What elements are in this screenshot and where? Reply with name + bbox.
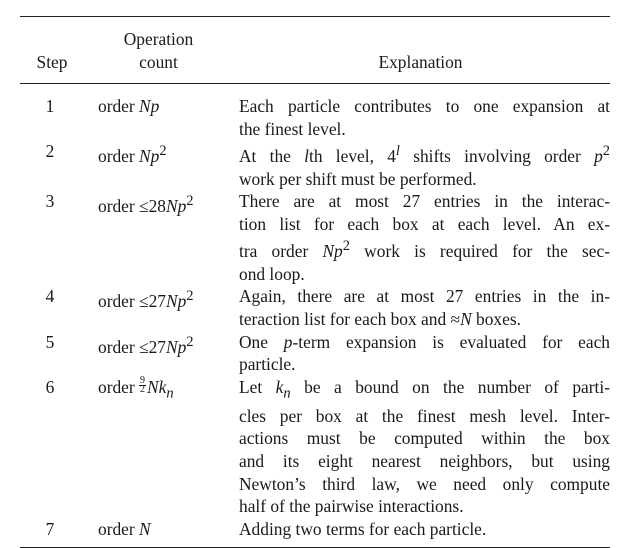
step-number: 6 — [45, 376, 55, 397]
table-row: 1 order Np Each particle contributes to on… — [20, 84, 610, 140]
explanation-line: particle. — [239, 354, 296, 375]
explanation: Adding two terms for each particle. — [225, 518, 610, 548]
explanation-line: Newton’s third law, we need only compute — [239, 473, 610, 494]
explanation-line: half of the pairwise interactions. — [239, 496, 464, 517]
table-rows: 1 order Np Each particle contributes to on… — [20, 84, 610, 547]
explanation-line: At the lth level, 4l shifts involving or… — [239, 143, 611, 166]
explanation: Each particle contributes to one expansi… — [225, 84, 610, 140]
header-operation-line2: count — [139, 52, 178, 72]
header-operation-count: Operation count — [84, 17, 225, 83]
explanation: At the lth level, 4l shifts involving or… — [225, 140, 610, 190]
explanation: One p-term expansion is evaluated for ea… — [225, 331, 610, 376]
header-step: Step — [36, 52, 68, 72]
explanation-line: ond loop. — [239, 263, 305, 284]
table-row: 2 order Np2 At the lth level, 4l shifts in… — [20, 140, 610, 190]
table-row: 4 order ≤27Np2 Again, there are at most 27… — [20, 285, 610, 330]
explanation-line: work per shift must be performed. — [239, 168, 477, 189]
explanation-line: Again, there are at most 27 entries in t… — [239, 286, 610, 307]
explanation-line: tion list for each box at each level. An… — [239, 213, 610, 234]
operation-count: order 9 2 Nkn — [98, 374, 174, 402]
explanation-line: teraction list for each box and ≈N boxes… — [239, 308, 521, 329]
explanation-line: Let kn be a bound on the number of parti… — [239, 376, 610, 402]
operation-count: order ≤27Np2 — [98, 333, 194, 357]
step-number: 3 — [45, 191, 55, 212]
header-explanation: Explanation — [378, 52, 463, 72]
explanation-line: and its eight nearest neighbors, but usi… — [239, 450, 610, 471]
step-number: 7 — [45, 518, 55, 539]
table-body: 1 order Np Each particle contributes to on… — [20, 84, 610, 547]
header-rule — [20, 83, 610, 84]
header-operation-line1: Operation — [123, 29, 194, 49]
explanation-line: One p-term expansion is evaluated for ea… — [239, 331, 611, 352]
operation-count: order N — [98, 518, 151, 539]
operation-count: order Np — [98, 96, 160, 116]
explanation-line: the finest level. — [239, 118, 346, 139]
step-number: 2 — [45, 141, 55, 162]
explanation-line: Each particle contributes to one expansi… — [239, 96, 610, 116]
operation-count: order ≤27Np2 — [98, 288, 194, 312]
operation-count: order Np2 — [98, 143, 167, 166]
table-row: 3 order ≤28Np2 There are at most 27 entrie… — [20, 190, 610, 285]
complexity-table: Step Operation count Explanation 1 order N… — [20, 16, 610, 548]
explanation-line: cles per box at the finest mesh level. I… — [239, 405, 610, 426]
explanation: There are at most 27 entries in the inte… — [225, 190, 610, 285]
operation-count: order ≤28Np2 — [98, 193, 194, 216]
explanation: Let kn be a bound on the number of parti… — [225, 376, 610, 518]
header-row: Step Operation count Explanation — [20, 17, 610, 83]
explanation-line: actions must be computed within the box — [239, 428, 610, 449]
table-row: 7 order N Adding two terms for each partic… — [20, 518, 610, 548]
table-row: 5 order ≤27Np2 One p-term expansion is eva… — [20, 331, 610, 376]
table-row: 6 order 9 2 Nkn Let kn be a bound on the num… — [20, 374, 610, 518]
explanation-line: Adding two terms for each particle. — [239, 518, 487, 539]
top-rule — [20, 16, 610, 17]
step-number: 4 — [45, 286, 55, 307]
table: Step Operation count Explanation — [20, 17, 610, 83]
step-number: 5 — [45, 331, 55, 352]
step-number: 1 — [45, 96, 55, 116]
explanation-line: tra order Np2 work is required for the s… — [239, 238, 610, 262]
explanation: Again, there are at most 27 entries in t… — [225, 285, 610, 330]
explanation-line: There are at most 27 entries in the inte… — [239, 191, 610, 212]
